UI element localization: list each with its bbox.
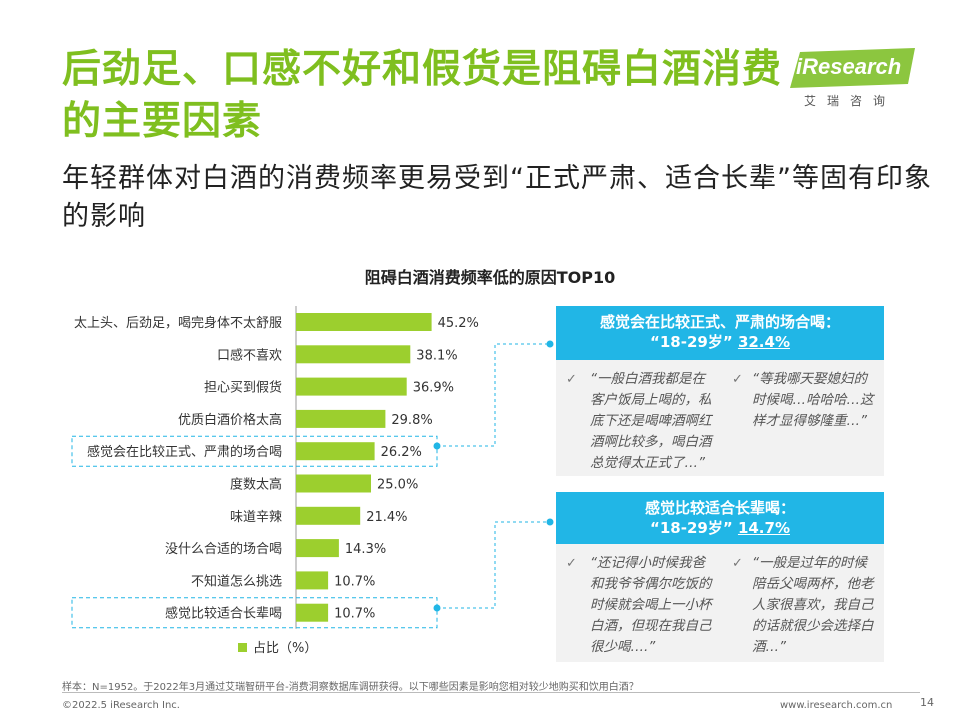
bar — [296, 442, 375, 461]
value-label: 25.0% — [377, 478, 418, 493]
value-label: 21.4% — [366, 510, 407, 525]
legend-swatch — [238, 643, 247, 652]
value-label: 10.7% — [334, 607, 375, 622]
connector-line-1 — [437, 343, 550, 447]
value-label: 36.9% — [413, 381, 454, 396]
insight-box-1-header: 感觉会在比较正式、严肃的场合喝： “18-29岁” 32.4% — [556, 306, 884, 360]
category-label: 味道辛辣 — [230, 510, 282, 525]
footer-website: www.iresearch.com.cn — [780, 700, 893, 711]
insight-box-2-quote-left: “还记得小时候我爸和我爷爷偶尔吃饭的时候就会喝上一小杯白酒，但现在我自己很少喝…… — [590, 555, 712, 655]
footer-divider — [62, 692, 920, 693]
logo-shape — [790, 48, 915, 88]
value-label: 10.7% — [334, 574, 375, 589]
logo-text: iResearch — [796, 54, 902, 79]
insight-box-1-body — [556, 360, 884, 476]
chart-legend: 占比（%） — [238, 637, 317, 656]
insight-box-2-age: “18-29岁” — [650, 519, 733, 537]
bar-chart: 太上头、后劲足，喝完身体不太舒服 45.2% 口感不喜欢 38.1% 担心买到假货 36.… — [71, 306, 554, 629]
category-label: 感觉会在比较正式、严肃的场合喝 — [87, 444, 282, 460]
highlight-frame — [71, 597, 438, 629]
logo-subtext: 艾瑞咨询 — [804, 94, 897, 108]
iresearch-logo: iResearch 艾瑞咨询 — [790, 48, 915, 108]
check-icon: ✓ — [732, 372, 743, 387]
bar — [296, 571, 329, 590]
bar — [296, 539, 339, 558]
category-label: 感觉比较适合长辈喝 — [165, 606, 282, 622]
chart-title: 阻碍白酒消费频率低的原因TOP10 — [364, 268, 616, 287]
category-label: 优质白酒价格太高 — [178, 412, 282, 428]
footnote: 样本：N=1952。于2022年3月通过艾瑞智研平台-消费洞察数据库调研获得。以… — [62, 682, 639, 693]
bar — [296, 313, 432, 331]
value-label: 29.8% — [391, 413, 432, 428]
value-label: 38.1% — [416, 348, 457, 363]
insight-box-2-header: 感觉比较适合长辈喝： “18-29岁” 14.7% — [556, 492, 884, 544]
insight-box-2-pct: 14.7% — [737, 519, 790, 537]
page-subtitle: 年轻群体对白酒的消费频率更易受到“正式严肃、适合长辈”等固有印象的影响 — [62, 163, 932, 232]
insight-box-2-title: 感觉比较适合长辈喝： — [644, 499, 795, 517]
connector-line-2 — [437, 521, 550, 609]
insight-box-1-age: “18-29岁” — [650, 333, 733, 351]
legend-label: 占比（%） — [253, 641, 318, 656]
insight-box-2-stat: “18-29岁” 14.7% — [556, 518, 884, 538]
value-label: 26.2% — [381, 445, 422, 460]
connector-dot-1a — [433, 442, 441, 450]
bar — [296, 474, 371, 493]
category-label: 太上头、后劲足，喝完身体不太舒服 — [74, 315, 282, 331]
bar — [296, 409, 386, 428]
bar — [296, 603, 329, 622]
category-label: 担心买到假货 — [204, 380, 282, 396]
insight-box-2-body — [556, 544, 884, 662]
insight-box-1-quote-right: “等我哪天娶媳妇的时候喝…哈哈哈…这样才显得够隆重…” — [752, 371, 874, 429]
insight-box-2-quote-right: “一般是过年的时候陪岳父喝两杯，他老人家很喜欢，我自己的话就很少会选择白酒…” — [752, 555, 874, 655]
value-label: 45.2% — [438, 316, 479, 331]
connector-dot-2a — [433, 604, 441, 612]
bar — [296, 377, 407, 396]
bar — [296, 345, 411, 364]
category-label: 口感不喜欢 — [217, 347, 282, 363]
value-label: 14.3% — [345, 542, 386, 557]
category-label: 没什么合适的场合喝 — [165, 541, 282, 557]
check-icon: ✓ — [732, 556, 743, 571]
footer-copyright: ©2022.5 iResearch Inc. — [62, 700, 180, 711]
page-number: 14 — [920, 696, 934, 709]
insight-box-1-pct: 32.4% — [737, 333, 790, 351]
check-icon: ✓ — [566, 556, 577, 571]
page-title: 后劲足、口感不好和假货是阻碍白酒消费的主要因素 — [62, 47, 783, 144]
insight-box-1-stat: “18-29岁” 32.4% — [556, 332, 884, 352]
category-label: 度数太高 — [230, 477, 282, 493]
insight-box-1-title: 感觉会在比较正式、严肃的场合喝： — [599, 313, 840, 331]
highlight-frame — [71, 435, 438, 467]
check-icon: ✓ — [566, 372, 577, 387]
insight-box-1-quote-left: “一般白酒我都是在客户饭局上喝的，私底下还是喝啤酒啊红酒啊比较多，喝白酒总觉得太… — [590, 371, 712, 471]
bar — [296, 506, 361, 525]
connector-dot-2b — [546, 518, 554, 526]
category-label: 不知道怎么挑选 — [191, 573, 282, 589]
connector-dot-1b — [546, 340, 554, 348]
